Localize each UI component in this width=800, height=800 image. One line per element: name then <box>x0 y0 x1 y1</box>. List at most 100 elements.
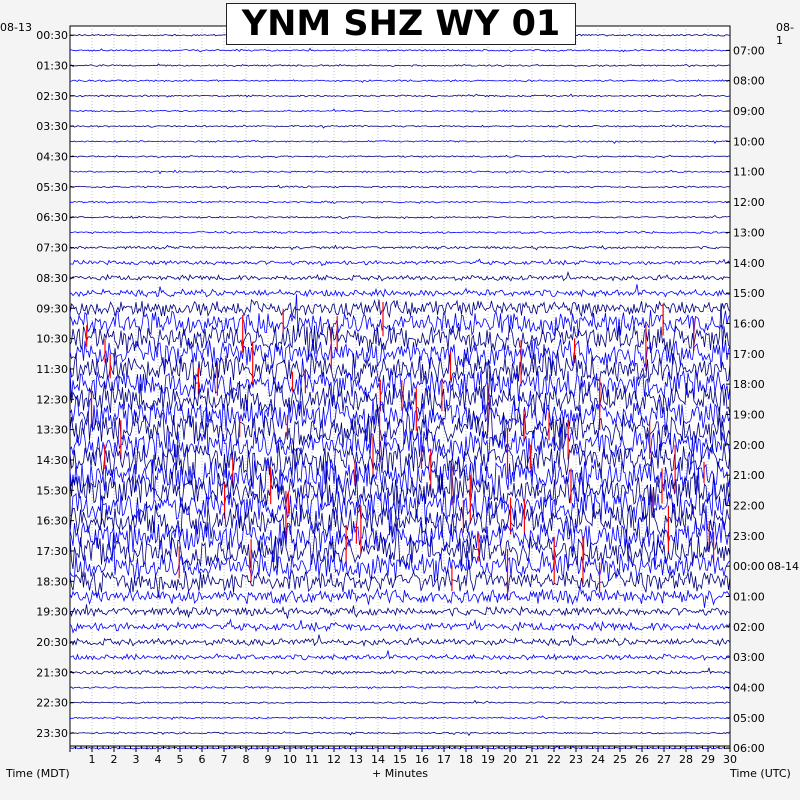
seismic-trace <box>69 585 731 608</box>
right-time-tick: 17:00 <box>733 348 765 361</box>
left-time-tick: 16:30 <box>36 515 68 528</box>
right-time-tick: 03:00 <box>733 651 765 664</box>
seismic-trace <box>69 634 731 647</box>
right-time-tick: 01:00 <box>733 591 765 604</box>
left-time-tick: 08:30 <box>36 272 68 285</box>
right-time-tick: 00:00 <box>733 560 765 573</box>
minute-tick-label: 10 <box>283 753 297 766</box>
minute-tick-label: 13 <box>349 753 363 766</box>
minute-tick-label: 11 <box>305 753 319 766</box>
seismic-trace <box>69 200 731 204</box>
left-time-tick: 20:30 <box>36 636 68 649</box>
minute-tick-label: 16 <box>415 753 429 766</box>
seismic-trace <box>69 485 731 539</box>
minute-tick-label: 29 <box>701 753 715 766</box>
seismic-trace <box>69 338 731 371</box>
seismic-trace <box>69 394 731 451</box>
minute-tick-label: 28 <box>679 753 693 766</box>
right-time-tick: 10:00 <box>733 135 765 148</box>
seismic-trace <box>69 424 731 487</box>
minute-tick-label: 23 <box>569 753 583 766</box>
minute-tick-label: 19 <box>481 753 495 766</box>
left-time-tick: 04:30 <box>36 151 68 164</box>
left-time-tick: 00:30 <box>36 29 68 42</box>
seismic-trace <box>69 294 731 338</box>
right-time-tick: 23:00 <box>733 530 765 543</box>
right-time-tick: 21:00 <box>733 469 765 482</box>
minute-tick-label: 30 <box>723 753 737 766</box>
seismic-trace <box>69 650 731 661</box>
seismic-trace <box>70 731 731 737</box>
seismic-traces <box>69 32 731 751</box>
right-time-tick: 14:00 <box>733 257 765 270</box>
left-time-tick: 06:30 <box>36 211 68 224</box>
next-date-label: 08-14 <box>767 560 799 573</box>
minute-tick-label: 8 <box>243 753 250 766</box>
seismic-trace <box>69 230 731 235</box>
seismic-trace <box>69 365 731 417</box>
start-date-right: 08-1 <box>776 21 794 47</box>
seismic-trace <box>69 214 730 220</box>
seismic-trace <box>69 532 731 582</box>
minute-tick-label: 20 <box>503 753 517 766</box>
seismic-trace <box>69 139 731 144</box>
left-time-tick: 18:30 <box>36 575 68 588</box>
right-time-tick: 15:00 <box>733 287 765 300</box>
minute-tick-label: 18 <box>459 753 473 766</box>
seismic-trace <box>69 699 731 705</box>
right-time-tick: 22:00 <box>733 500 765 513</box>
y-axis-label-left: Time (MDT) <box>6 767 70 780</box>
minute-tick-label: 1 <box>89 753 96 766</box>
seismic-trace <box>69 467 731 536</box>
minute-tick-label: 21 <box>525 753 539 766</box>
left-time-tick: 22:30 <box>36 697 68 710</box>
seismic-trace <box>69 685 731 690</box>
left-time-tick: 11:30 <box>36 363 68 376</box>
minute-tick-label: 9 <box>265 753 272 766</box>
left-time-tick: 23:30 <box>36 727 68 740</box>
minute-tick-label: 15 <box>393 753 407 766</box>
left-time-tick: 19:30 <box>36 606 68 619</box>
seismic-trace <box>69 93 731 98</box>
minute-tick-label: 2 <box>111 753 118 766</box>
seismic-trace <box>69 169 731 175</box>
minute-tick-label: 17 <box>437 753 451 766</box>
minute-tick-label: 6 <box>199 753 206 766</box>
seismic-trace <box>69 258 731 267</box>
seismic-trace <box>69 518 731 572</box>
left-time-tick: 17:30 <box>36 545 68 558</box>
minute-tick-label: 26 <box>635 753 649 766</box>
right-time-tick: 07:00 <box>733 44 765 57</box>
minute-tick-label: 5 <box>177 753 184 766</box>
seismic-trace <box>69 715 731 721</box>
right-time-tick: 04:00 <box>733 682 765 695</box>
right-time-tick: 05:00 <box>733 712 765 725</box>
seismic-trace <box>69 47 731 53</box>
y-axis-label-right: Time (UTC) <box>730 767 791 780</box>
right-time-tick: 19:00 <box>733 408 765 421</box>
seismic-trace <box>69 244 731 251</box>
left-time-tick: 07:30 <box>36 242 68 255</box>
seismic-trace <box>69 63 731 68</box>
seismic-trace <box>69 284 730 298</box>
seismic-trace <box>69 184 731 190</box>
right-time-tick: 06:00 <box>733 742 765 755</box>
left-time-tick: 02:30 <box>36 90 68 103</box>
seismic-trace <box>69 79 731 83</box>
left-time-tick: 14:30 <box>36 454 68 467</box>
right-time-tick: 18:00 <box>733 378 765 391</box>
start-date-left: 08-13 <box>0 21 32 34</box>
minute-tick-label: 7 <box>221 753 228 766</box>
seismic-trace <box>69 604 731 619</box>
seismic-trace <box>69 505 731 569</box>
left-time-tick: 05:30 <box>36 181 68 194</box>
seismic-trace <box>69 303 731 360</box>
minute-tick-label: 27 <box>657 753 671 766</box>
left-time-tick: 10:30 <box>36 333 68 346</box>
seismic-trace <box>69 298 731 319</box>
seismic-trace <box>69 358 731 411</box>
left-time-tick: 12:30 <box>36 393 68 406</box>
minute-tick-label: 12 <box>327 753 341 766</box>
right-time-tick: 13:00 <box>733 226 765 239</box>
